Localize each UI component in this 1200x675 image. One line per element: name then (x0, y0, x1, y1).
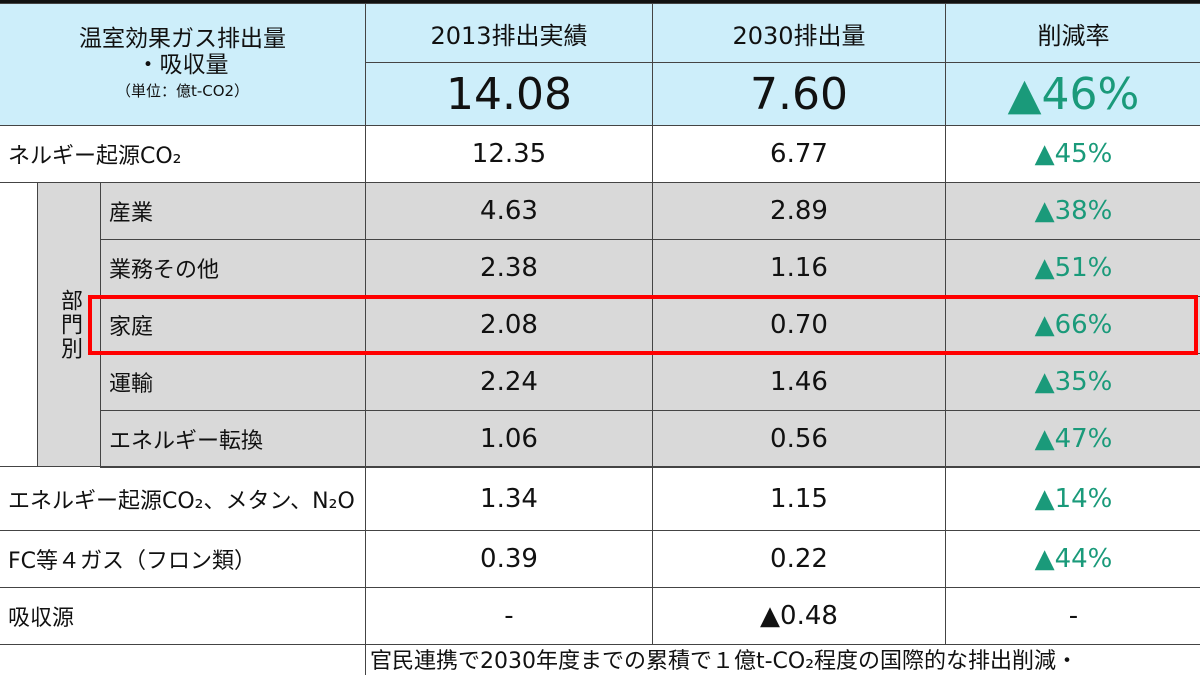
row-label: 運輸 (100, 353, 366, 411)
column-header: 削減率 (945, 3, 1200, 63)
row-label: 業務その他 (100, 239, 366, 297)
row-value: ▲47% (945, 410, 1200, 468)
row-value: 1.15 (652, 466, 946, 531)
row-label: 吸収源 (0, 587, 366, 645)
total-value: 7.60 (652, 62, 946, 126)
row-value: 1.16 (652, 239, 946, 297)
row-value: 1.06 (365, 410, 653, 468)
row-value: 0.39 (365, 530, 653, 588)
row-value: 0.56 (652, 410, 946, 468)
row-value: ▲38% (945, 182, 1200, 240)
row-value: 2.89 (652, 182, 946, 240)
row-label: ネルギー起源CO₂ (0, 125, 366, 183)
row-value: ▲35% (945, 353, 1200, 411)
row-value: 1.46 (652, 353, 946, 411)
row-value: ▲51% (945, 239, 1200, 297)
title-line: 温室効果ガス排出量 (79, 25, 286, 52)
row-value: 6.77 (652, 125, 946, 183)
header-label: 温室効果ガス排出量 ・吸収量 （単位：億t-CO2） (0, 3, 366, 126)
row-value: ▲66% (945, 296, 1200, 354)
footer-text: 官民連携で2030年度までの累積で１億t-CO₂程度の国際的な排出削減・ (365, 643, 1200, 675)
row-value: ▲0.48 (652, 587, 946, 645)
row-value: 1.34 (365, 466, 653, 531)
row-value: 4.63 (365, 182, 653, 240)
row-label: エネルギー起源CO₂、メタン、N₂O (0, 466, 366, 531)
row-label: FC等４ガス（フロン類） (0, 530, 366, 588)
row-value: 12.35 (365, 125, 653, 183)
title-line: ・吸収量 (136, 51, 229, 78)
total-value: 14.08 (365, 62, 653, 126)
row-value: 2.24 (365, 353, 653, 411)
column-header: 2030排出量 (652, 3, 946, 63)
row-value: ▲45% (945, 125, 1200, 183)
row-value: 2.38 (365, 239, 653, 297)
row-value: ▲14% (945, 466, 1200, 531)
row-value: - (365, 587, 653, 645)
column-header: 2013排出実績 (365, 3, 653, 63)
row-label: エネルギー転換 (100, 410, 366, 468)
total-value: ▲46% (945, 62, 1200, 126)
left-blank (0, 182, 38, 467)
row-value: - (945, 587, 1200, 645)
row-label: 産業 (100, 182, 366, 240)
unit: （単位：億t-CO2） (115, 81, 250, 100)
top-rule (0, 0, 1200, 4)
row-value: 0.22 (652, 530, 946, 588)
highlight-box (88, 295, 1198, 355)
row-value: ▲44% (945, 530, 1200, 588)
